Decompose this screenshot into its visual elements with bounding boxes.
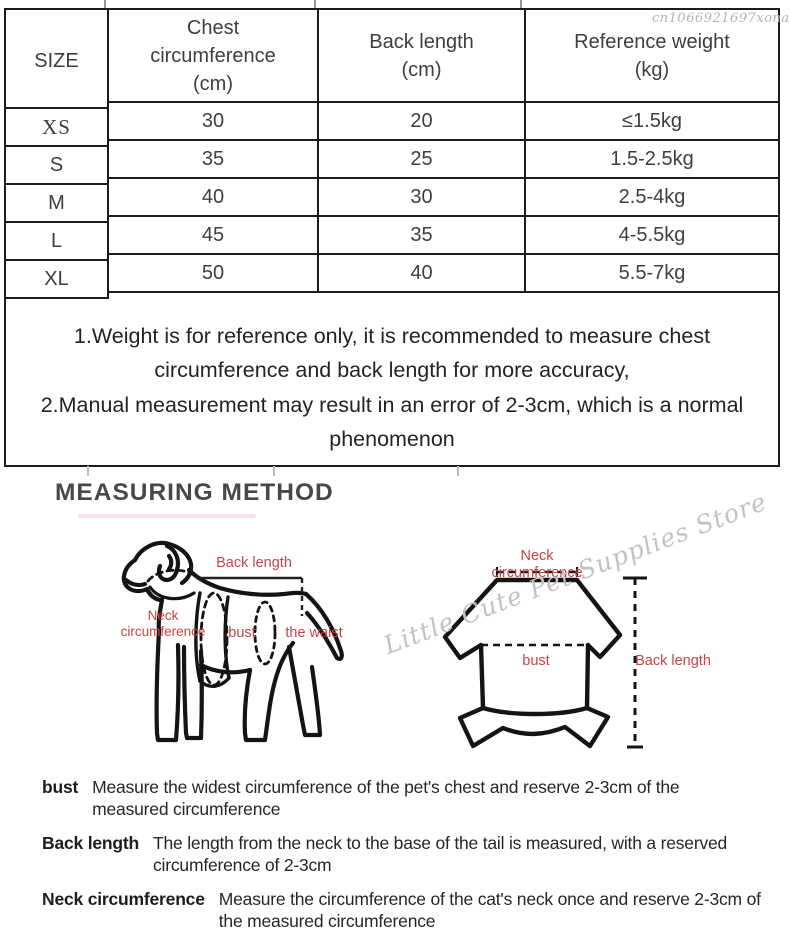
notes-block: 1.Weight is for reference only, it is re… xyxy=(6,293,778,462)
crop-tick xyxy=(457,466,459,476)
cell-size: S xyxy=(6,147,107,185)
definition-row: bust Measure the widest circumference of… xyxy=(42,776,774,821)
table-row: 45 35 4-5.5kg xyxy=(6,217,778,255)
cell-back: 40 xyxy=(319,255,526,291)
table-row: 40 30 2.5-4kg xyxy=(6,179,778,217)
cell-weight: 5.5-7kg xyxy=(618,262,686,284)
definition-row: Back length The length from the neck to … xyxy=(42,832,774,877)
size-column-strip: SIZE XS S M L XL xyxy=(6,16,109,299)
col-header-size: SIZE xyxy=(6,16,107,109)
dog-back-length-label: Back length xyxy=(216,555,292,571)
definition-term: Neck circumference xyxy=(42,888,205,909)
back-length-measure-line xyxy=(196,576,304,616)
cell-back: 25 xyxy=(319,141,526,177)
col-header-weight: Reference weight (kg) xyxy=(574,30,730,81)
pink-underline-smear xyxy=(78,514,256,518)
cell-back: 35 xyxy=(319,217,526,253)
cell-chest: 45 xyxy=(107,217,319,253)
garment-line-drawing xyxy=(442,567,647,749)
seller-id-watermark: cn1066921697xonae xyxy=(652,11,790,26)
section-title: MEASURING METHOD xyxy=(55,479,334,506)
measurement-definitions: bust Measure the widest circumference of… xyxy=(42,776,774,943)
cell-size: XL xyxy=(6,261,107,299)
dog-line-drawing xyxy=(121,540,344,743)
note-line: 1.Weight is for reference only, it is re… xyxy=(73,324,711,348)
crop-tick xyxy=(314,0,316,8)
crop-tick xyxy=(87,466,89,476)
table-header-row: Chest circumference (cm) Back length (cm… xyxy=(6,10,778,103)
cell-weight: 4-5.5kg xyxy=(618,224,686,246)
cell-back: 30 xyxy=(319,179,526,215)
size-chart-table: Chest circumference (cm) Back length (cm… xyxy=(4,8,780,467)
col-header-back: Back length (cm) xyxy=(319,10,526,101)
definition-term: bust xyxy=(42,777,79,797)
cell-chest: 35 xyxy=(107,141,319,177)
crop-tick xyxy=(104,0,106,8)
cell-back: 20 xyxy=(319,103,526,139)
definition-text: Measure the circumference of the cat's n… xyxy=(218,888,761,931)
cell-size: M xyxy=(6,185,107,223)
cell-size: XS xyxy=(6,109,107,147)
table-row: 50 40 5.5-7kg xyxy=(6,255,778,293)
dog-neck-circumference-label: Neck circumference xyxy=(120,608,206,639)
crop-tick xyxy=(273,466,275,476)
definition-text: Measure the widest circumference of the … xyxy=(92,777,680,820)
garment-back-length-label: Back length xyxy=(635,653,711,669)
cell-weight: 1.5-2.5kg xyxy=(610,148,694,170)
dog-measuring-diagram: Back length Neck circumference bust the … xyxy=(112,523,370,769)
cell-weight: ≤1.5kg xyxy=(622,110,682,132)
dog-bust-label: bust xyxy=(228,625,256,641)
definition-text: The length from the neck to the base of … xyxy=(153,832,728,876)
definition-row: Neck circumference Measure the circumfer… xyxy=(42,888,774,933)
dog-waist-label: the waist xyxy=(285,625,343,641)
garment-measuring-diagram: Neck circumference bust Back length xyxy=(430,525,725,760)
cell-chest: 50 xyxy=(107,255,319,291)
table-row: 30 20 ≤1.5kg xyxy=(6,103,778,141)
garment-bust-label: bust xyxy=(522,653,550,669)
note-line: phenomenon xyxy=(329,427,455,452)
col-header-chest: Chest circumference (cm) xyxy=(107,10,319,101)
note-line: circumference and back length for more a… xyxy=(154,358,630,383)
cell-weight: 2.5-4kg xyxy=(618,186,686,208)
cell-chest: 40 xyxy=(107,179,319,215)
cell-chest: 30 xyxy=(107,103,319,139)
crop-tick xyxy=(520,0,522,8)
note-line: 2.Manual measurement may result in an er… xyxy=(40,392,744,417)
garment-neck-circumference-label: Neck circumference xyxy=(491,548,583,581)
table-row: 35 25 1.5-2.5kg xyxy=(6,141,778,179)
cell-size: L xyxy=(6,223,107,261)
definition-term: Back length xyxy=(42,832,139,853)
